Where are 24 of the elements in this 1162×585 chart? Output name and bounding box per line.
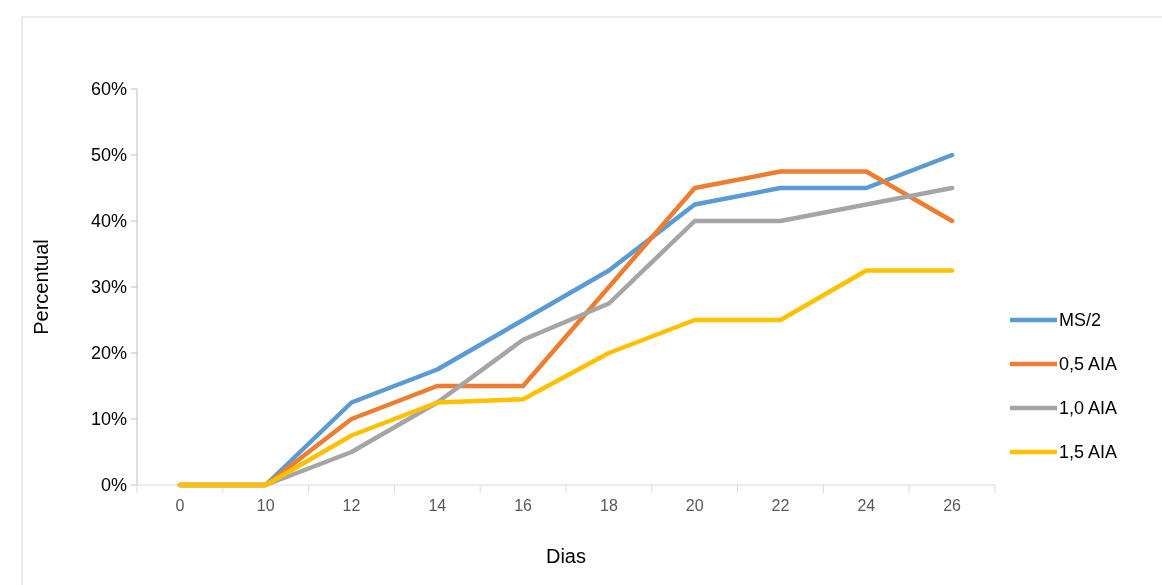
x-tick-label: 0 <box>175 497 185 514</box>
x-tick-label: 26 <box>943 497 962 514</box>
x-tick-label: 24 <box>857 497 876 514</box>
legend-label: 1,0 AIA <box>1059 398 1118 419</box>
x-tick-label: 14 <box>428 497 447 514</box>
y-tick-label: 40% <box>90 211 127 232</box>
y-tick-label: 30% <box>90 277 127 298</box>
x-axis-title: Dias <box>545 545 587 567</box>
y-tick-label: 0% <box>100 475 127 496</box>
y-tick-label: 20% <box>90 343 127 364</box>
x-tick-label: 18 <box>600 497 618 514</box>
x-tick-label: 16 <box>514 497 533 514</box>
line-series <box>177 268 955 488</box>
legend-label: 1,5 AIA <box>1059 442 1118 463</box>
x-tick-label: 10 <box>256 497 275 514</box>
x-tick-label: 20 <box>685 497 704 514</box>
y-tick-label: 10% <box>90 409 127 430</box>
x-tick-label: 12 <box>342 497 361 514</box>
legend-label: MS/2 <box>1059 310 1102 331</box>
y-tick-label: 50% <box>90 145 127 166</box>
x-tick-label: 22 <box>771 497 790 514</box>
legend-label: 0,5 AIA <box>1059 354 1118 375</box>
y-tick-label: 60% <box>90 79 127 100</box>
y-axis-title: Percentual <box>30 239 52 335</box>
